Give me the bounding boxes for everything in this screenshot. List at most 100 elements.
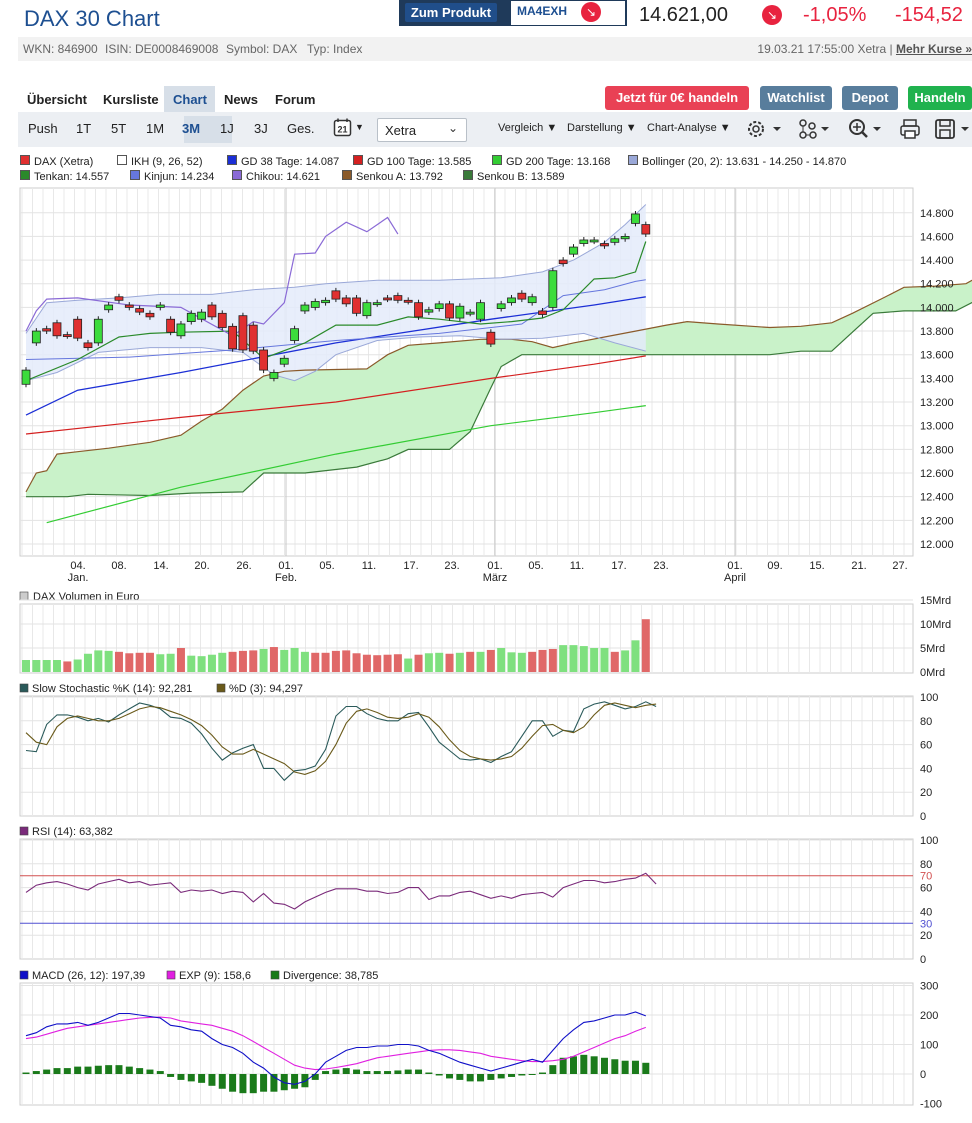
senkou-a-line	[25, 279, 972, 493]
candle-up	[589, 239, 599, 243]
period-push[interactable]: Push	[28, 121, 58, 136]
stoch-d-legend: %D (3): 94,297	[229, 683, 303, 695]
candle-up	[455, 305, 465, 319]
period-5t[interactable]: 5T	[111, 121, 127, 136]
volume-bar	[114, 651, 123, 672]
divergence-bar	[580, 1054, 588, 1074]
divergence-bar	[22, 1072, 30, 1074]
period-3m[interactable]: 3M	[182, 121, 201, 136]
down-arrow-icon: ↘	[762, 5, 782, 25]
volume-bar	[166, 653, 175, 672]
stoch-k-legend-swatch	[19, 683, 29, 693]
divergence-bar	[518, 1074, 526, 1076]
candle-down	[600, 243, 609, 247]
y-tick-label: 13.600	[920, 350, 954, 362]
depot-button[interactable]: Depot	[842, 86, 898, 110]
senkou-b-line	[26, 301, 972, 498]
exchange-select[interactable]: Xetra ⌄	[377, 118, 467, 142]
nodes-icon[interactable]	[797, 118, 839, 140]
candle-up	[279, 357, 289, 365]
watchlist-button[interactable]: Watchlist	[760, 86, 832, 110]
candle-down	[641, 224, 651, 235]
legend-item: GD 200 Tage: 13.168	[492, 155, 610, 168]
volume-title: DAX Volumen in Euro	[33, 591, 139, 603]
chevron-down-icon: ▼	[625, 122, 637, 134]
divergence-bar	[415, 1069, 423, 1074]
analysis-label: Chart-Analyse	[647, 122, 717, 134]
tab-kursliste[interactable]: Kursliste	[103, 92, 159, 107]
volume-y-tick: 0Mrd	[920, 667, 945, 679]
chevron-down-icon[interactable]: ▼	[355, 122, 364, 132]
candle-up	[548, 270, 558, 308]
divergence-bar	[631, 1060, 639, 1074]
x-tick-label: 23.	[444, 560, 459, 572]
tab-uebersicht[interactable]: Übersicht	[27, 92, 87, 107]
volume-bar	[404, 658, 413, 672]
tab-chart[interactable]: Chart	[173, 92, 207, 107]
candle-up	[197, 311, 207, 320]
zum-produkt-button[interactable]: Zum Produkt	[405, 3, 497, 22]
candle-down	[341, 297, 351, 305]
tab-news[interactable]: News	[224, 92, 258, 107]
legend-item: GD 100 Tage: 13.585	[353, 155, 471, 168]
legend-swatch	[463, 170, 473, 180]
promo-banner[interactable]: Zum Produkt MA4EXH ↘	[399, 0, 627, 26]
divergence-bar	[487, 1074, 495, 1080]
period-1j[interactable]: 1J	[220, 121, 234, 136]
y-tick-label: 14.000	[920, 302, 954, 314]
analysis-menu[interactable]: Chart-Analyse ▼	[647, 122, 731, 134]
volume-bar	[300, 651, 309, 672]
period-1t[interactable]: 1T	[76, 121, 92, 136]
x-month-label: März	[483, 572, 507, 584]
volume-bar	[497, 648, 506, 672]
legend-item: Bollinger (20, 2): 13.631 - 14.250 - 14.…	[628, 155, 846, 168]
volume-bar	[445, 653, 454, 672]
volume-bar	[631, 640, 640, 672]
period-3j[interactable]: 3J	[254, 121, 268, 136]
candle-up	[569, 246, 578, 255]
divergence-bar	[559, 1057, 567, 1074]
print-icon[interactable]	[899, 118, 921, 140]
divergence-bar	[528, 1074, 536, 1075]
compare-menu[interactable]: Vergleich ▼	[498, 122, 557, 134]
stoch-y-tick: 60	[920, 740, 932, 752]
zoom-icon[interactable]	[848, 118, 890, 140]
save-icon[interactable]	[934, 118, 972, 140]
candle-down	[352, 297, 361, 314]
y-tick-label: 13.000	[920, 421, 954, 433]
divergence-bar	[394, 1070, 402, 1074]
trade-free-button[interactable]: Jetzt für 0€ handeln	[605, 86, 749, 110]
divergence-bar	[600, 1057, 608, 1074]
settings-icon[interactable]	[745, 118, 787, 140]
rsi-y-tick: 60	[920, 883, 932, 895]
divergence-bar	[590, 1056, 598, 1074]
rsi-y-tick: 0	[920, 954, 926, 966]
display-label: Darstellung	[567, 122, 623, 134]
macd-legend-swatch	[19, 970, 29, 980]
type-label: Typ: Index	[307, 42, 363, 56]
promo-code-box[interactable]: MA4EXH ↘	[511, 1, 625, 25]
trade-button[interactable]: Handeln	[908, 86, 972, 110]
more-quotes-link[interactable]: Mehr Kurse »	[895, 42, 972, 56]
calendar-icon[interactable]: 21	[333, 118, 352, 137]
rsi-frame	[19, 838, 914, 960]
divergence-bar	[74, 1066, 82, 1074]
tab-forum[interactable]: Forum	[275, 92, 316, 107]
isin-label: ISIN: DE0008469008	[105, 42, 219, 56]
volume-y-tick: 10Mrd	[920, 619, 951, 631]
divergence-bar	[105, 1065, 113, 1074]
x-tick-label: 26.	[236, 560, 251, 572]
period-1m[interactable]: 1M	[146, 121, 165, 136]
legend-swatch	[492, 155, 502, 165]
candle-down	[393, 295, 403, 301]
period-ges[interactable]: Ges.	[287, 121, 315, 136]
chevron-down-icon: ▼	[719, 122, 731, 134]
candle-up	[372, 302, 382, 306]
gd100-line	[25, 355, 646, 435]
legend-item: Senkou A: 13.792	[342, 170, 443, 183]
display-menu[interactable]: Darstellung ▼	[567, 122, 637, 134]
volume-bar	[32, 660, 41, 672]
volume-bar	[435, 652, 444, 672]
volume-bar	[125, 653, 134, 672]
